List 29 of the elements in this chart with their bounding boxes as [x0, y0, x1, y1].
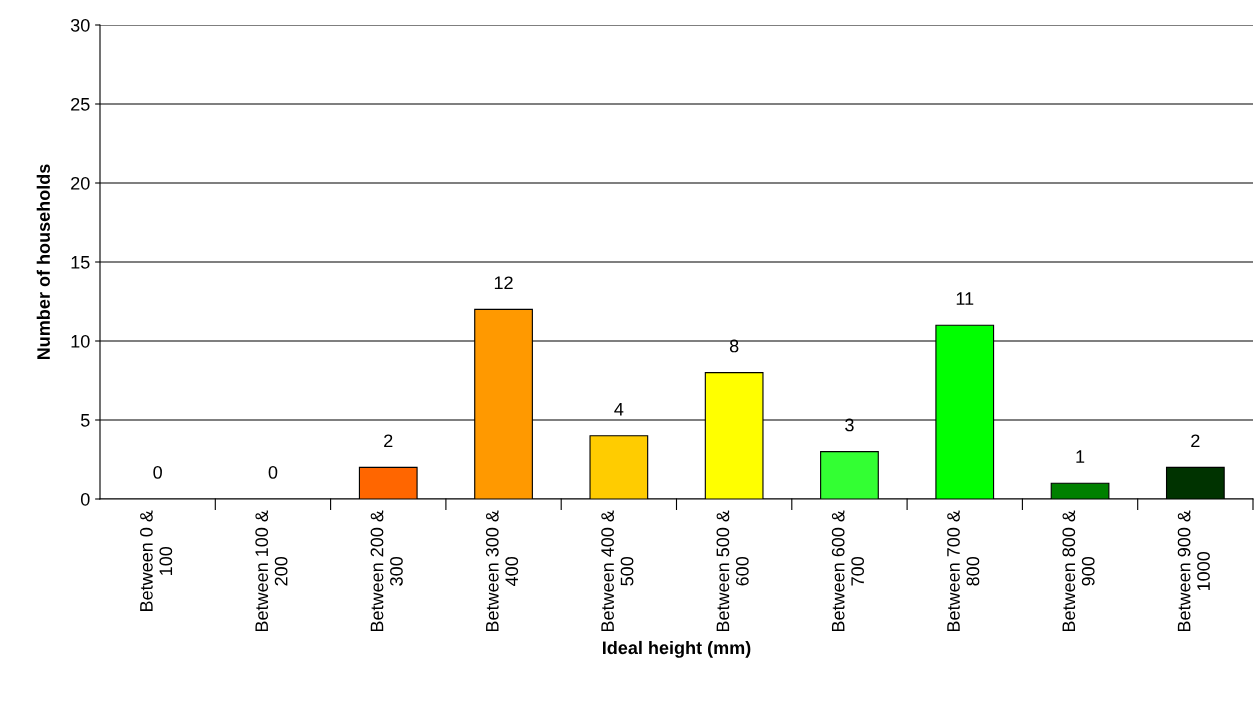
x-tick-label: Between 700 & 800: [947, 510, 980, 632]
data-label: 4: [614, 402, 624, 416]
x-tick-label: Between 100 & 200: [255, 510, 288, 632]
x-tick-label: Between 200 & 300: [370, 510, 403, 632]
data-label: 8: [729, 339, 739, 353]
data-label: 0: [268, 465, 278, 479]
y-tick-label: 25: [71, 97, 90, 111]
x-tick-label: Between 500 & 600: [716, 510, 749, 632]
x-tick-label: Between 0 & 100: [139, 510, 173, 612]
x-tick-label: Between 400 & 500: [601, 510, 634, 632]
data-label: 2: [1191, 434, 1200, 447]
x-tick-label: Between 800 & 900: [1062, 510, 1095, 632]
y-tick-label: 20: [71, 176, 90, 190]
data-label: 3: [845, 418, 854, 432]
y-tick-label: 0: [80, 492, 90, 506]
data-label: 12: [494, 276, 513, 289]
y-tick-label: 5: [80, 414, 90, 427]
x-tick-label: Between 600 & 700: [831, 510, 865, 632]
data-label: 0: [153, 465, 162, 479]
data-label: 2: [384, 434, 393, 447]
x-tick-label: Between 900 & 1000: [1177, 510, 1210, 632]
y-tick-label: 15: [71, 256, 90, 269]
y-tick-label: 10: [71, 334, 90, 348]
data-label: 1: [1076, 450, 1085, 463]
x-axis-title: Ideal height (mm): [602, 640, 751, 658]
y-axis-title: Number of households: [36, 164, 50, 360]
x-tick-label: Between 300 & 400: [485, 510, 519, 632]
data-label: 11: [956, 292, 974, 305]
y-tick-label: 30: [70, 18, 90, 32]
